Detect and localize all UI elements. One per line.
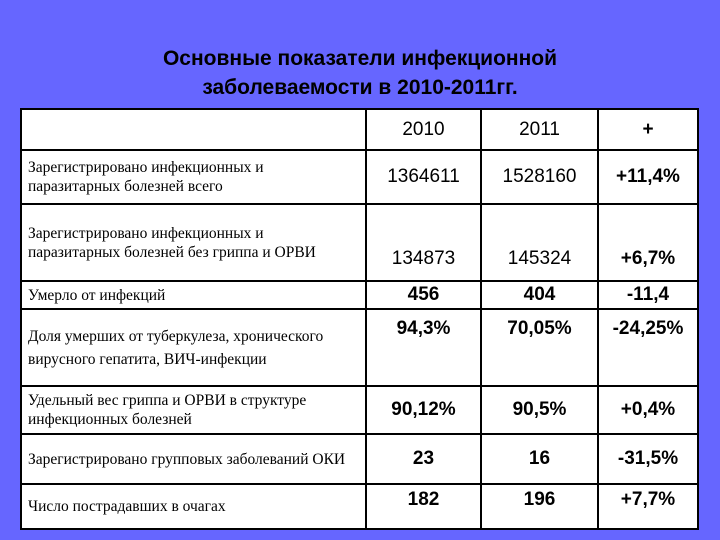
table-row: Умерло от инфекций 456 404 -11,4 xyxy=(20,280,699,310)
row-label: Зарегистрировано инфекционных и паразита… xyxy=(20,203,367,282)
table-row: Зарегистрировано инфекционных и паразита… xyxy=(20,149,699,205)
value-2011: 70,05% xyxy=(480,308,599,387)
value-change: -24,25% xyxy=(597,308,699,387)
row-label: Зарегистрировано инфекционных и паразита… xyxy=(20,149,367,205)
value-2011: 16 xyxy=(480,433,599,485)
value-2010: 1364611 xyxy=(365,149,482,205)
title-line-1: Основные показатели инфекционной xyxy=(162,47,558,70)
indicators-table: 2010 2011 + Зарегистрировано инфекционны… xyxy=(20,108,699,530)
table-row: Удельный вес гриппа и ОРВИ в структуре и… xyxy=(20,385,699,435)
row-label: Число пострадавших в очагах xyxy=(20,483,367,530)
value-2011: 196 xyxy=(480,483,599,530)
value-2010: 182 xyxy=(365,483,482,530)
value-2010: 23 xyxy=(365,433,482,485)
table-row: Зарегистрировано инфекционных и паразита… xyxy=(20,203,699,282)
table-row: Число пострадавших в очагах 182 196 +7,7… xyxy=(20,483,699,530)
title-line-2: заболеваемости в 2010-2011гг. xyxy=(202,76,518,99)
value-change: +6,7% xyxy=(597,203,699,282)
value-change: +11,4% xyxy=(597,149,699,205)
value-2011: 90,5% xyxy=(480,385,599,435)
value-2010: 90,12% xyxy=(365,385,482,435)
table-row: Доля умерших от туберкулеза, хроническог… xyxy=(20,308,699,387)
value-2010: 134873 xyxy=(365,203,482,282)
row-label: Умерло от инфекций xyxy=(20,280,367,310)
value-2010: 94,3% xyxy=(365,308,482,387)
value-2011: 145324 xyxy=(480,203,599,282)
value-change: +7,7% xyxy=(597,483,699,530)
row-label: Зарегистрировано групповых заболеваний О… xyxy=(20,433,367,485)
header-cell-2010: 2010 xyxy=(365,108,482,151)
header-cell-empty xyxy=(20,108,367,151)
value-2011: 1528160 xyxy=(480,149,599,205)
value-2010: 456 xyxy=(365,280,482,310)
header-cell-2011: 2011 xyxy=(480,108,599,151)
value-change: -11,4 xyxy=(597,280,699,310)
row-label: Доля умерших от туберкулеза, хроническог… xyxy=(20,308,367,387)
value-2011: 404 xyxy=(480,280,599,310)
header-cell-change: + xyxy=(597,108,699,151)
table-header-row: 2010 2011 + xyxy=(20,108,699,151)
table-row: Зарегистрировано групповых заболеваний О… xyxy=(20,433,699,485)
value-change: +0,4% xyxy=(597,385,699,435)
row-label: Удельный вес гриппа и ОРВИ в структуре и… xyxy=(20,385,367,435)
value-change: -31,5% xyxy=(597,433,699,485)
page-title: Основные показатели инфекционной заболев… xyxy=(0,44,720,102)
